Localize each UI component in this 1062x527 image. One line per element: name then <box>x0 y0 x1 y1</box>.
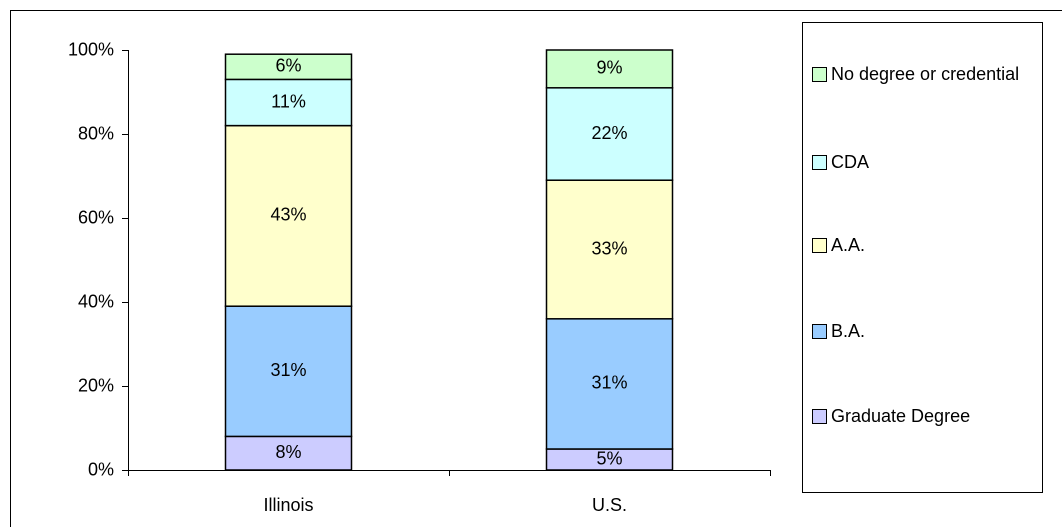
x-tick-label: Illinois <box>263 495 313 515</box>
legend-label: CDA <box>831 152 870 172</box>
bar-segment <box>224 305 353 438</box>
y-tick-label: 40% <box>78 291 114 311</box>
data-label: 11% <box>271 91 306 111</box>
legend-label: A.A. <box>831 235 866 255</box>
legend-swatch <box>812 409 827 424</box>
legend-item: CDA <box>812 150 1021 174</box>
data-label: 22% <box>591 123 627 143</box>
y-tick-label: 80% <box>78 123 114 143</box>
data-label: 8% <box>275 442 301 462</box>
data-label: 43% <box>270 205 306 225</box>
data-label: 6% <box>275 56 301 76</box>
bar-segment <box>545 87 674 181</box>
data-label: 5% <box>596 448 622 468</box>
legend-box <box>802 22 1043 493</box>
legend-item: A.A. <box>812 233 1021 257</box>
y-tick-label: 100% <box>68 39 114 59</box>
legend-swatch <box>812 155 827 170</box>
legend-item: Graduate Degree <box>812 404 1021 428</box>
legend-label: Graduate Degree <box>831 406 971 426</box>
bar-segment <box>545 318 674 450</box>
legend-swatch <box>812 238 827 253</box>
bar-segment <box>224 435 353 471</box>
y-tick-label: 0% <box>88 459 114 479</box>
bar-segment <box>224 124 353 307</box>
data-label: 9% <box>596 58 622 78</box>
bar-segment <box>224 78 353 127</box>
bar-segment <box>545 49 674 89</box>
legend-label: No degree or credential <box>831 64 1020 84</box>
y-tick-label: 60% <box>78 207 114 227</box>
legend-label: B.A. <box>831 321 866 341</box>
data-label: 33% <box>591 238 627 258</box>
y-tick-label: 20% <box>78 375 114 395</box>
legend-item: B.A. <box>812 319 1021 343</box>
x-tick-label: U.S. <box>592 495 627 515</box>
bar-segment <box>224 53 353 81</box>
data-label: 31% <box>591 373 627 393</box>
legend-swatch <box>812 324 827 339</box>
data-label: 31% <box>270 360 306 380</box>
legend-item: No degree or credential <box>812 62 1021 86</box>
legend-swatch <box>812 67 827 82</box>
